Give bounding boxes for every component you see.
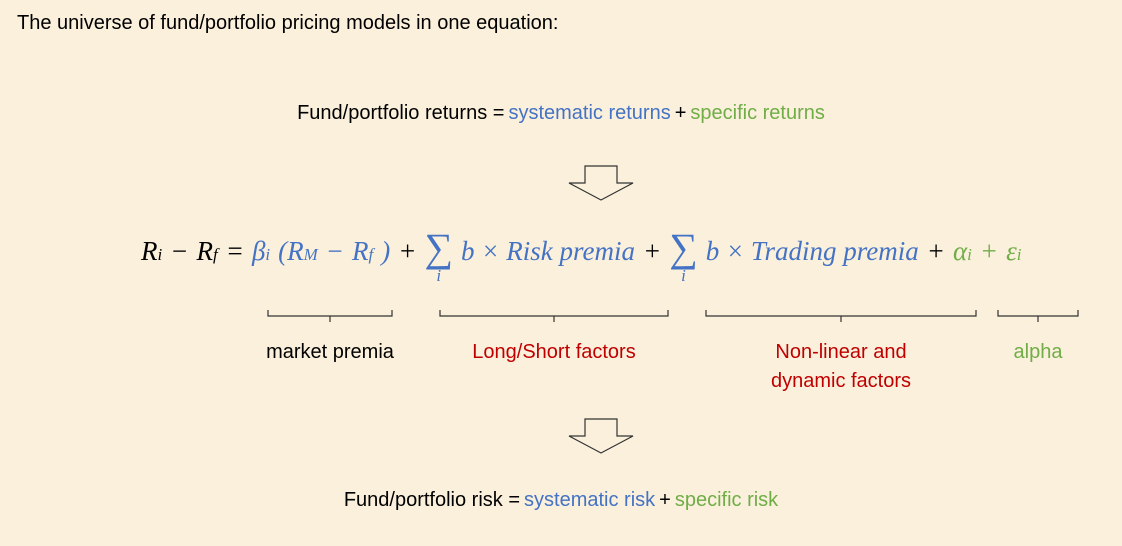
math-token: ) xyxy=(381,236,390,267)
math-token: + xyxy=(980,236,998,267)
math-token: − xyxy=(170,236,188,267)
text: specific returns xyxy=(690,102,825,124)
symbol: b × Risk premia xyxy=(461,236,635,266)
symbol: b × Trading premia xyxy=(705,236,919,266)
subscript: i xyxy=(265,245,271,264)
brace xyxy=(267,310,393,322)
symbol: + xyxy=(979,236,999,266)
symbol: = xyxy=(225,236,244,266)
subscript: M xyxy=(303,245,318,264)
symbol: ) xyxy=(381,236,391,266)
brace xyxy=(439,310,669,322)
math-token: = xyxy=(226,236,244,267)
down-arrow xyxy=(568,418,634,454)
symbol: β xyxy=(251,236,266,266)
title: The universe of fund/portfolio pricing m… xyxy=(17,12,559,34)
math-token: − xyxy=(326,236,344,267)
math-token: b × Risk premia xyxy=(461,236,635,267)
math-token: (R M xyxy=(278,236,318,267)
symbol: R xyxy=(141,236,158,266)
math-token: + xyxy=(398,236,416,267)
text: Fund/portfolio returns = xyxy=(297,102,505,124)
brace xyxy=(997,310,1079,322)
label: Non-linear and xyxy=(775,341,907,363)
sum-symbol: ∑ xyxy=(669,225,698,270)
symbol: (R xyxy=(278,236,304,266)
symbol: + xyxy=(642,236,662,266)
subscript: f xyxy=(368,245,374,264)
symbol: − xyxy=(325,236,345,266)
subscript: i xyxy=(157,245,163,264)
text: + xyxy=(674,102,687,124)
symbol: α xyxy=(952,236,968,266)
math-token: b × Trading premia xyxy=(706,236,919,267)
label: alpha xyxy=(1013,341,1063,363)
sum-index: i xyxy=(436,266,442,285)
label: Long/Short factors xyxy=(472,341,636,363)
sum-index: i xyxy=(681,266,686,285)
subscript: f xyxy=(212,245,218,264)
subscript: i xyxy=(1016,245,1022,264)
down-arrow xyxy=(568,165,634,201)
text: systematic returns xyxy=(508,102,671,124)
symbol: R xyxy=(196,236,213,266)
symbol: + xyxy=(926,236,945,266)
symbol: − xyxy=(170,236,189,266)
label: market premia xyxy=(266,341,394,363)
sum: ∑ i xyxy=(669,225,698,285)
subscript: i xyxy=(967,245,972,264)
brace xyxy=(705,310,977,322)
text: systematic risk xyxy=(524,489,656,511)
risk-line: Fund/portfolio risk = systematic risk + spe… xyxy=(0,489,1122,512)
sum-symbol: ∑ xyxy=(424,225,453,270)
sum: ∑ i xyxy=(424,225,453,285)
symbol: + xyxy=(398,236,417,266)
math-token: + xyxy=(927,236,945,267)
symbol: R xyxy=(352,236,369,266)
symbol: ε xyxy=(1006,236,1017,266)
text: + xyxy=(659,489,671,511)
text: Fund/portfolio risk = xyxy=(343,489,521,511)
returns-line: Fund/portfolio returns = systematic retur… xyxy=(0,102,1122,125)
text: specific risk xyxy=(674,489,779,511)
math-token: + xyxy=(643,236,661,267)
label: dynamic factors xyxy=(770,370,912,392)
